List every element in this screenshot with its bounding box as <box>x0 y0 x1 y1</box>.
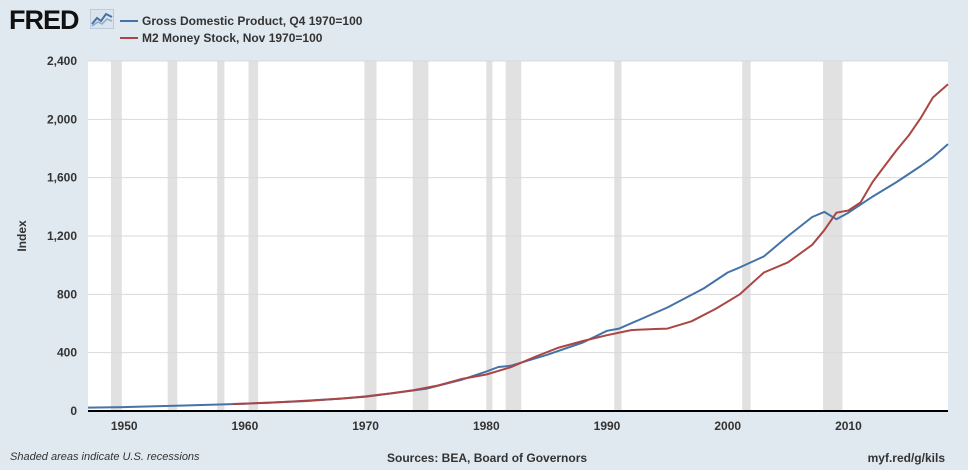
x-tick-label-6: 2010 <box>835 419 862 433</box>
legend-swatch-m2 <box>120 36 138 39</box>
sources-text: Sources: BEA, Board of Governors <box>387 451 588 465</box>
legend-entry-gdp: Gross Domestic Product, Q4 1970=100 <box>120 13 362 30</box>
y-tick-label-4: 1,600 <box>47 171 77 185</box>
legend-swatch-gdp <box>120 19 138 22</box>
x-tick-label-0: 1950 <box>111 419 138 433</box>
y-tick-label-0: 0 <box>70 404 77 418</box>
y-tick-label-5: 2,000 <box>47 112 77 126</box>
x-tick-label-3: 1980 <box>473 419 500 433</box>
x-tick-label-4: 1990 <box>594 419 621 433</box>
legend-label-gdp: Gross Domestic Product, Q4 1970=100 <box>142 14 363 28</box>
x-tick-label-2: 1970 <box>352 419 379 433</box>
fred-logo: FRED <box>9 5 79 35</box>
y-tick-label-3: 1,200 <box>47 229 77 243</box>
chart-legend: Gross Domestic Product, Q4 1970=100 M2 M… <box>120 13 362 47</box>
short-link[interactable]: myf.red/g/kils <box>867 451 945 465</box>
y-tick-label-6: 2,400 <box>47 54 77 68</box>
y-tick-label-1: 400 <box>57 346 77 360</box>
legend-label-m2: M2 Money Stock, Nov 1970=100 <box>142 31 323 45</box>
x-tick-label-1: 1960 <box>232 419 259 433</box>
logo-chart-icon <box>90 9 114 29</box>
y-axis-title: Index <box>15 220 29 252</box>
recession-note: Shaded areas indicate U.S. recessions <box>10 451 200 463</box>
y-tick-label-2: 800 <box>57 287 77 301</box>
x-tick-label-5: 2000 <box>714 419 741 433</box>
series-line-1 <box>232 83 949 405</box>
legend-entry-m2: M2 Money Stock, Nov 1970=100 <box>120 30 362 47</box>
